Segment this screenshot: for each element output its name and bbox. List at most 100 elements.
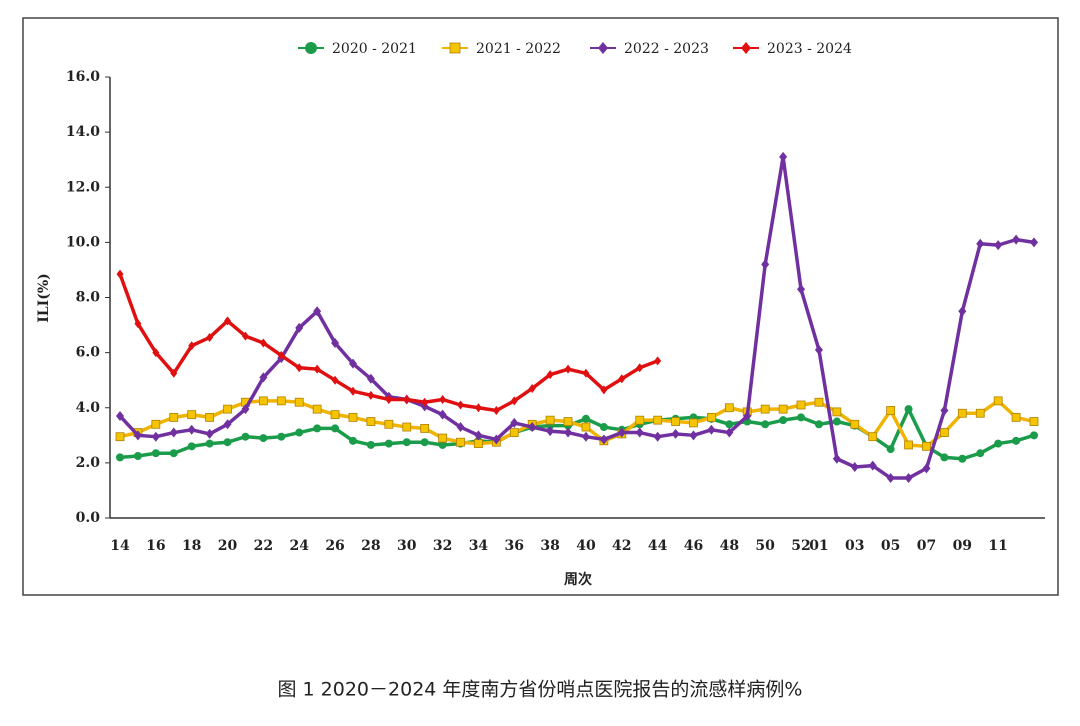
marker <box>169 449 178 458</box>
marker <box>653 431 662 442</box>
marker <box>797 413 806 422</box>
marker <box>474 439 483 448</box>
y-tick-label: 8.0 <box>76 290 101 306</box>
marker <box>151 431 160 442</box>
y-tick-label: 16.0 <box>66 69 100 85</box>
marker <box>349 386 357 396</box>
marker <box>993 396 1003 406</box>
marker <box>295 322 304 333</box>
y-tick-label: 6.0 <box>76 345 101 361</box>
marker <box>277 432 286 441</box>
marker <box>581 414 590 423</box>
marker <box>151 449 160 458</box>
marker <box>223 438 232 447</box>
marker <box>510 396 518 406</box>
marker <box>1012 436 1021 445</box>
marker <box>510 417 519 428</box>
marker <box>850 462 859 473</box>
marker <box>976 238 985 249</box>
x-tick-label: 24 <box>289 538 309 554</box>
marker <box>707 412 716 422</box>
marker <box>277 350 285 360</box>
marker <box>724 403 734 413</box>
marker <box>384 419 394 429</box>
marker <box>152 348 160 358</box>
marker <box>599 423 608 432</box>
x-tick-label: 40 <box>576 538 596 554</box>
marker <box>545 415 555 425</box>
marker <box>814 420 823 429</box>
marker <box>187 410 197 420</box>
x-tick-label: 28 <box>361 538 380 554</box>
x-tick-label: 46 <box>684 538 703 554</box>
marker <box>115 432 125 442</box>
marker <box>761 259 770 270</box>
marker <box>259 434 268 443</box>
x-tick-label: 07 <box>917 538 936 554</box>
marker <box>922 441 931 451</box>
marker <box>778 404 788 414</box>
marker <box>224 316 232 326</box>
marker <box>170 368 178 378</box>
marker <box>258 396 268 406</box>
marker <box>331 375 339 385</box>
marker <box>313 364 321 374</box>
marker <box>384 439 393 448</box>
marker <box>330 410 340 420</box>
y-axis-label: ILI(%) <box>36 273 52 323</box>
marker <box>438 433 447 443</box>
marker <box>581 431 590 442</box>
marker <box>671 417 680 426</box>
marker <box>581 422 591 432</box>
marker <box>653 415 663 425</box>
legend-label: 2023 - 2024 <box>767 41 852 57</box>
marker <box>421 397 429 407</box>
marker <box>294 397 304 407</box>
marker <box>205 412 215 422</box>
marker <box>671 428 680 439</box>
x-tick-label: 52 <box>791 538 810 554</box>
legend-label: 2022 - 2023 <box>624 41 709 57</box>
marker <box>116 411 124 422</box>
marker <box>223 404 232 414</box>
marker <box>305 42 317 54</box>
marker <box>994 240 1003 251</box>
marker <box>223 419 232 430</box>
marker <box>509 428 519 437</box>
marker <box>546 426 555 437</box>
y-tick-label: 0.0 <box>76 510 101 526</box>
marker <box>474 403 482 413</box>
x-tick-label: 42 <box>612 538 631 554</box>
marker <box>169 427 178 438</box>
series-line <box>119 407 1035 461</box>
marker <box>564 427 573 438</box>
marker <box>832 417 841 426</box>
legend-label: 2020 - 2021 <box>332 41 417 57</box>
marker <box>886 406 896 415</box>
x-tick-label: 22 <box>254 538 273 554</box>
marker <box>654 356 662 366</box>
x-tick-label: 48 <box>720 538 739 554</box>
marker <box>617 427 626 438</box>
marker <box>420 424 430 433</box>
marker <box>367 390 375 400</box>
marker <box>868 460 877 471</box>
legend-label: 2021 - 2022 <box>476 41 561 57</box>
marker <box>492 434 501 445</box>
marker <box>295 428 304 437</box>
marker <box>528 383 536 393</box>
marker <box>743 411 752 422</box>
marker <box>366 417 376 426</box>
marker <box>457 400 465 410</box>
marker <box>814 344 823 355</box>
marker <box>133 430 142 441</box>
marker <box>796 400 806 410</box>
marker <box>868 432 878 442</box>
marker <box>886 445 895 454</box>
marker <box>904 405 913 414</box>
marker <box>456 422 465 433</box>
caption: 图 1 2020－2024 年度南方省份哨点医院报告的流感样病例% <box>278 679 803 701</box>
marker <box>205 439 214 448</box>
x-tick-label: 36 <box>505 538 524 554</box>
